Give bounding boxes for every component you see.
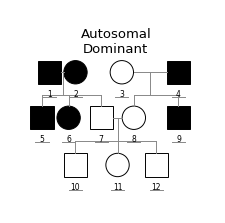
Text: 7: 7 (98, 135, 103, 145)
Text: 10: 10 (70, 183, 80, 192)
Bar (166, 106, 189, 129)
Circle shape (105, 153, 129, 177)
Bar (63, 153, 87, 177)
Circle shape (57, 106, 80, 129)
Bar (89, 106, 112, 129)
Bar (38, 61, 61, 84)
Bar (144, 153, 167, 177)
Circle shape (63, 61, 87, 84)
Circle shape (110, 61, 133, 84)
Text: 11: 11 (112, 183, 122, 192)
Text: 3: 3 (119, 90, 124, 99)
Bar (166, 61, 189, 84)
Text: 12: 12 (151, 183, 160, 192)
Text: 6: 6 (66, 135, 71, 145)
Text: 5: 5 (39, 135, 44, 145)
Bar (30, 106, 53, 129)
Text: 2: 2 (73, 90, 77, 99)
Circle shape (122, 106, 145, 129)
Text: 8: 8 (131, 135, 136, 145)
Text: 1: 1 (47, 90, 52, 99)
Text: Autosomal
Dominant: Autosomal Dominant (80, 29, 151, 56)
Text: 9: 9 (175, 135, 180, 145)
Text: 4: 4 (175, 90, 180, 99)
